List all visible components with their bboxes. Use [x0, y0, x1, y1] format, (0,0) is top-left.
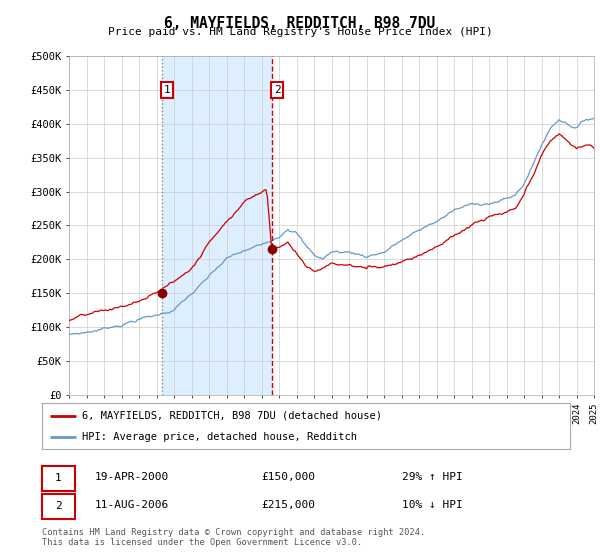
Text: 2: 2: [274, 85, 281, 95]
Text: 6, MAYFIELDS, REDDITCH, B98 7DU (detached house): 6, MAYFIELDS, REDDITCH, B98 7DU (detache…: [82, 410, 382, 421]
Text: Price paid vs. HM Land Registry's House Price Index (HPI): Price paid vs. HM Land Registry's House …: [107, 27, 493, 38]
Text: HPI: Average price, detached house, Redditch: HPI: Average price, detached house, Redd…: [82, 432, 356, 442]
Text: 1: 1: [164, 85, 170, 95]
Text: Contains HM Land Registry data © Crown copyright and database right 2024.
This d: Contains HM Land Registry data © Crown c…: [42, 528, 425, 547]
Text: £215,000: £215,000: [261, 500, 315, 510]
Text: 1: 1: [55, 473, 62, 483]
Text: 11-AUG-2006: 11-AUG-2006: [95, 500, 169, 510]
Bar: [162, 56, 272, 395]
Text: 19-APR-2000: 19-APR-2000: [95, 472, 169, 482]
Text: 2: 2: [55, 501, 62, 511]
Text: 10% ↓ HPI: 10% ↓ HPI: [401, 500, 463, 510]
Text: £150,000: £150,000: [261, 472, 315, 482]
Text: 6, MAYFIELDS, REDDITCH, B98 7DU: 6, MAYFIELDS, REDDITCH, B98 7DU: [164, 16, 436, 31]
Text: 29% ↑ HPI: 29% ↑ HPI: [401, 472, 463, 482]
